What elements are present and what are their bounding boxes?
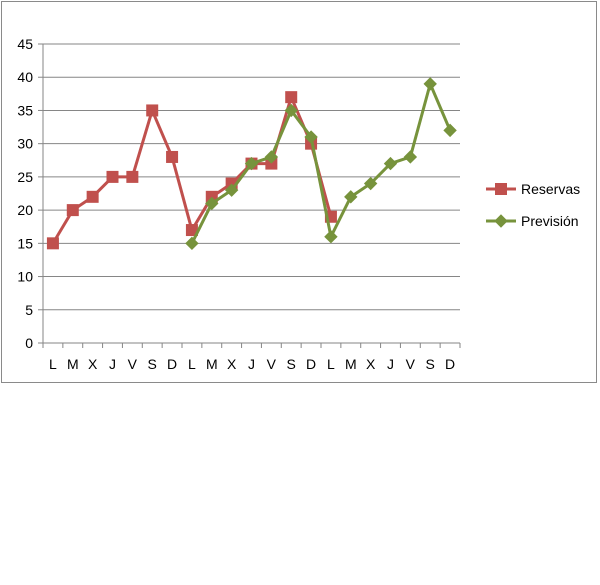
y-tick-label: 0 [25, 335, 33, 351]
data-point [166, 150, 179, 163]
x-tick-label: D [167, 356, 177, 372]
data-point [46, 237, 59, 250]
y-tick-label: 15 [17, 235, 33, 251]
data-point [285, 91, 298, 104]
y-tick-label: 35 [17, 102, 33, 118]
y-tick-labels: 0 5 10 15 20 25 30 35 40 45 [17, 36, 33, 351]
x-tick-label: L [49, 356, 57, 372]
y-tick-label: 25 [17, 169, 33, 185]
y-tick-label: 5 [25, 302, 33, 318]
y-tick-label: 40 [17, 69, 33, 85]
x-tick-label: V [128, 356, 138, 372]
x-tick-label: J [109, 356, 116, 372]
x-tick-label: S [148, 356, 157, 372]
x-tick-label: M [67, 356, 79, 372]
data-point [86, 190, 99, 203]
x-tick-label: V [406, 356, 416, 372]
y-tick-label: 30 [17, 136, 33, 152]
x-tick-label: D [306, 356, 316, 372]
legend-marker [495, 183, 507, 195]
legend-item: Previsión [486, 213, 579, 229]
x-tick-label: V [267, 356, 277, 372]
x-tick-label: L [327, 356, 335, 372]
data-point [146, 104, 159, 117]
y-tick-label: 20 [17, 202, 33, 218]
data-point [304, 130, 318, 144]
x-tick-label: S [426, 356, 435, 372]
data-point [66, 204, 79, 217]
series-line [51, 95, 333, 245]
x-tick-label: J [387, 356, 394, 372]
data-point [403, 150, 418, 164]
data-point [443, 123, 457, 138]
x-tick-label: M [345, 356, 357, 372]
x-tick-label: X [227, 356, 237, 372]
y-tick-label: 10 [17, 269, 33, 285]
axes [38, 43, 461, 348]
legend: Reservas Previsión [486, 181, 580, 229]
data-point [324, 229, 338, 244]
x-tick-label: X [366, 356, 376, 372]
series-1 [185, 77, 457, 251]
x-tick-label: X [88, 356, 98, 372]
data-point [264, 150, 279, 164]
data-point [383, 156, 398, 171]
x-tick-label: D [445, 356, 455, 372]
x-tick-label: L [188, 356, 196, 372]
legend-marker [494, 214, 508, 228]
data-point [363, 176, 378, 191]
series-line [190, 82, 452, 245]
x-tick-label: J [248, 356, 255, 372]
data-point [185, 236, 199, 251]
data-point [423, 77, 437, 91]
x-tick-label: M [206, 356, 218, 372]
legend-label: Reservas [521, 181, 580, 197]
data-point [244, 156, 259, 171]
data-point [224, 183, 239, 197]
data-point [344, 190, 358, 204]
legend-label: Previsión [521, 213, 579, 229]
series-lines [46, 77, 457, 251]
data-point [205, 196, 219, 211]
data-point [284, 103, 298, 118]
data-point [126, 170, 139, 183]
x-tick-label: S [287, 356, 296, 372]
gridlines [43, 43, 460, 311]
legend-item: Reservas [486, 181, 580, 197]
y-tick-label: 45 [17, 36, 33, 52]
data-point [106, 170, 119, 183]
